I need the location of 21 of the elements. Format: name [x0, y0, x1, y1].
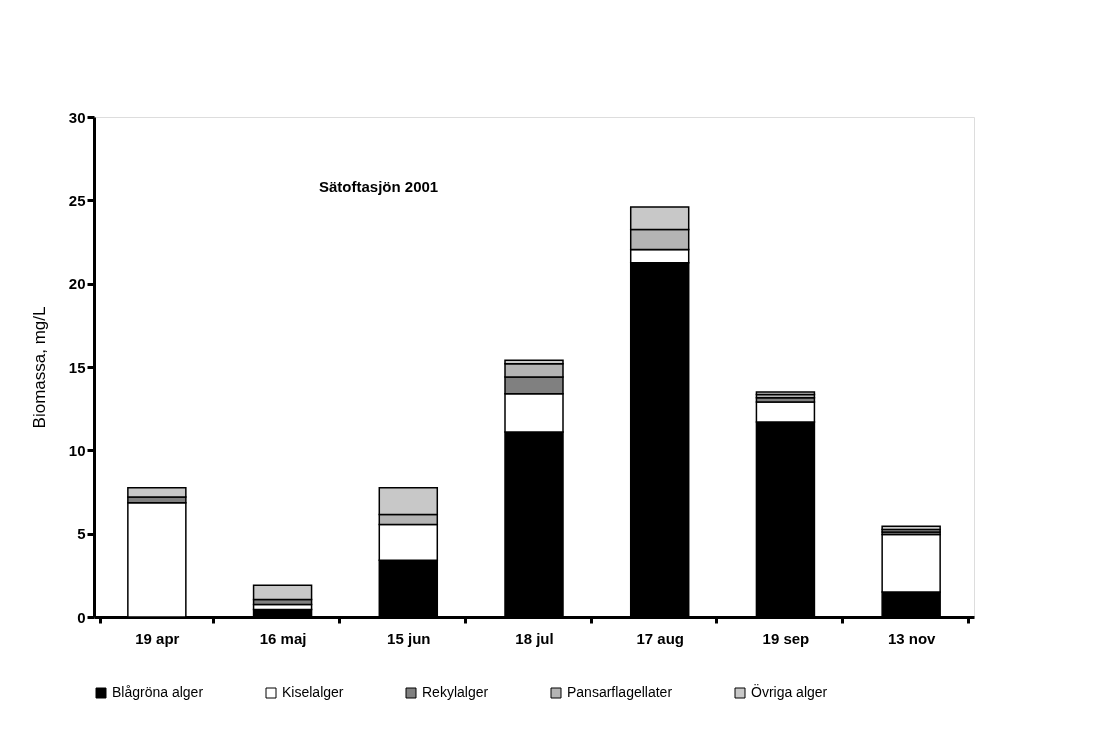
y-tick-label: 0	[77, 608, 86, 626]
y-tick-label: 30	[68, 108, 86, 126]
y-tick-label: 25	[68, 191, 86, 209]
annotation: Sätoftasjön 2001	[319, 178, 439, 195]
legend-label: Övriga alger	[751, 683, 828, 700]
legend-label: Rekylalger	[422, 684, 489, 700]
y-tick-label: 5	[77, 525, 86, 543]
legend-label: Kiselalger	[282, 684, 344, 700]
y-tick-label: 20	[68, 275, 86, 293]
y-tick-label: 10	[68, 441, 86, 459]
legend-label: Pansarflagellater	[567, 684, 673, 700]
x-tick-label: 18 jul	[515, 629, 554, 647]
legend-label: Blågröna alger	[112, 684, 204, 700]
x-tick-label: 17 aug	[636, 629, 684, 647]
x-tick-label: 19 apr	[135, 629, 180, 647]
y-axis-title: Biomassa, mg/L	[29, 306, 49, 429]
x-tick-label: 19 sep	[762, 629, 810, 647]
x-tick-label: 15 jun	[387, 629, 431, 647]
x-tick-label: 16 maj	[259, 629, 307, 647]
x-tick-label: 13 nov	[887, 629, 937, 647]
y-tick-label: 15	[68, 358, 86, 376]
